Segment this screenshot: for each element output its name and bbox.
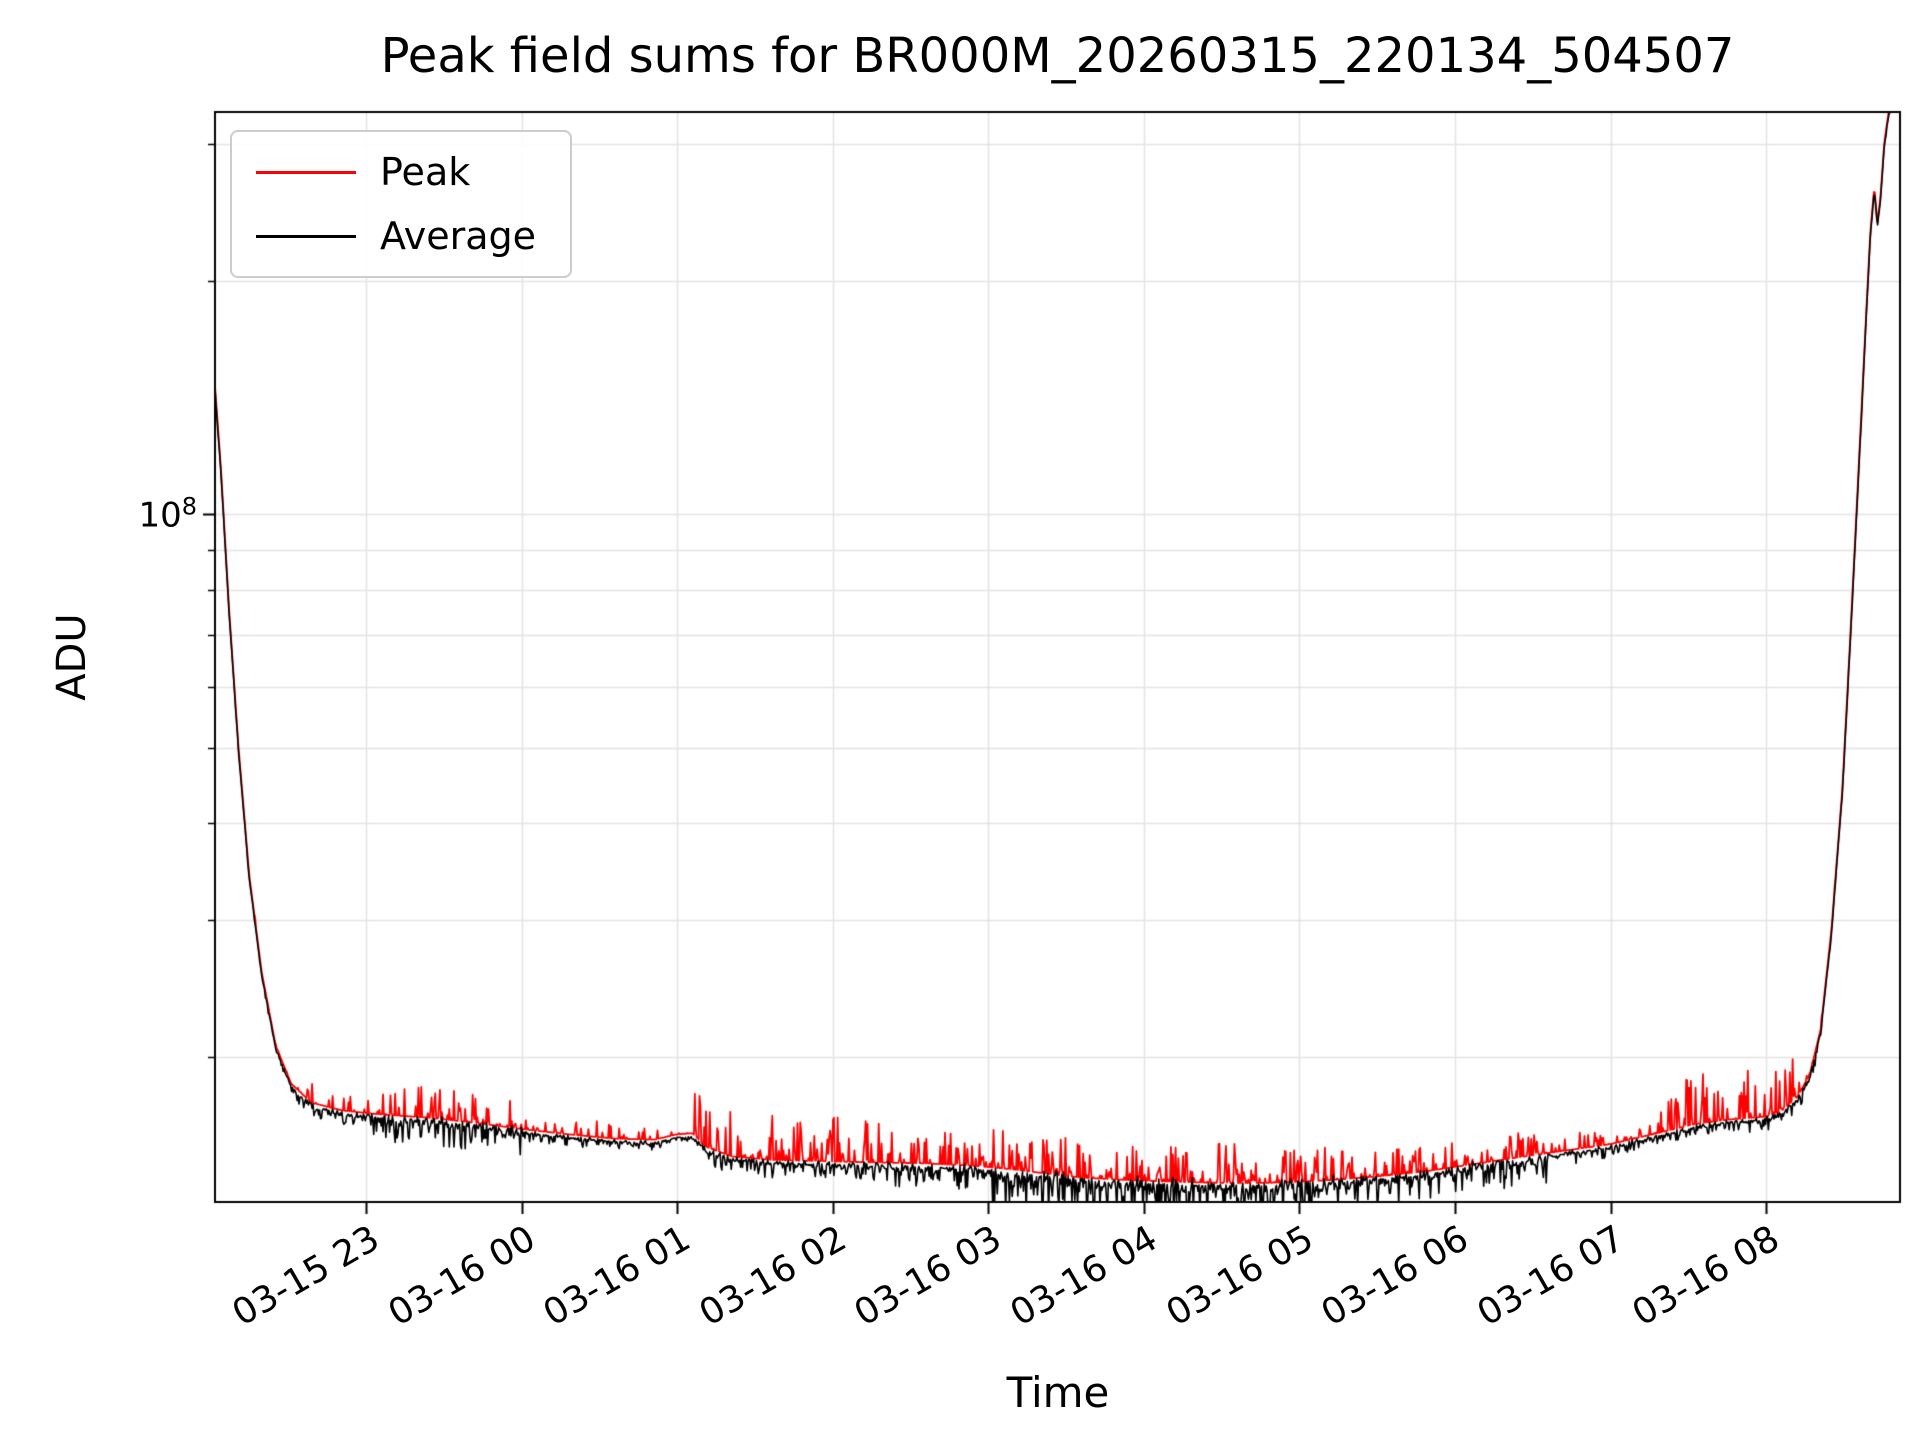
legend-item-peak: Peak bbox=[256, 150, 536, 194]
legend-box: Peak Average bbox=[230, 130, 573, 278]
y-tick-label-exponent: 8 bbox=[181, 492, 197, 521]
legend-item-average: Average bbox=[256, 214, 536, 258]
legend-label-average: Average bbox=[380, 214, 537, 258]
chart-title: Peak field sums for BR000M_20260315_2201… bbox=[380, 28, 1735, 84]
peak-line-swatch-icon bbox=[256, 170, 356, 174]
x-axis-label: Time bbox=[1006, 1368, 1110, 1417]
average-line-swatch-icon bbox=[256, 234, 356, 238]
legend-label-peak: Peak bbox=[380, 150, 471, 194]
y-axis-label: ADU bbox=[49, 613, 95, 701]
y-tick-label: 108 bbox=[138, 493, 197, 536]
y-tick-label-base: 10 bbox=[138, 496, 182, 537]
